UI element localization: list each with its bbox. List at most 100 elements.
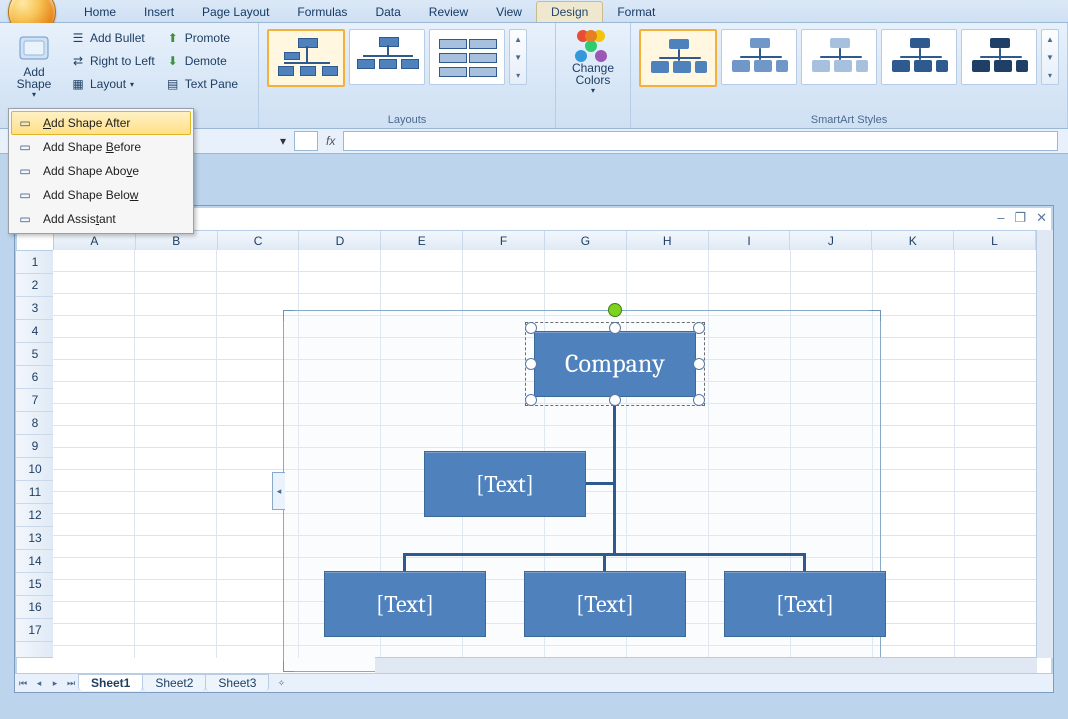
add-shape-menu-item-1[interactable]: ▭Add Shape Before <box>11 135 191 159</box>
tab-formulas[interactable]: Formulas <box>283 2 361 22</box>
selection-handle[interactable] <box>693 394 705 406</box>
tab-insert[interactable]: Insert <box>130 2 188 22</box>
style-option-2[interactable] <box>721 29 797 85</box>
add-shape-menu-item-3[interactable]: ▭Add Shape Below <box>11 183 191 207</box>
name-box[interactable] <box>294 131 318 151</box>
row-header-4[interactable]: 4 <box>16 320 54 343</box>
demote-button[interactable]: ⬇ Demote <box>163 50 240 72</box>
sheet-nav-first[interactable]: ⏮ <box>15 678 31 689</box>
row-header-6[interactable]: 6 <box>16 366 54 389</box>
sheet-tab-sheet3[interactable]: Sheet3 <box>205 674 269 691</box>
tab-home[interactable]: Home <box>70 2 130 22</box>
row-header-16[interactable]: 16 <box>16 596 54 619</box>
column-header-A[interactable]: A <box>54 231 136 251</box>
row-header-8[interactable]: 8 <box>16 412 54 435</box>
tab-data[interactable]: Data <box>361 2 414 22</box>
column-header-C[interactable]: C <box>218 231 300 251</box>
sheet-tab-sheet2[interactable]: Sheet2 <box>142 674 206 691</box>
sheet-nav-last[interactable]: ⏭ <box>63 678 79 689</box>
window-restore-button[interactable]: ❐ <box>1014 210 1026 226</box>
cell-grid[interactable]: ◂ Company[Text][Text][Text][Text] <box>53 250 1037 658</box>
horizontal-scrollbar[interactable] <box>375 657 1037 674</box>
column-header-J[interactable]: J <box>790 231 872 251</box>
selection-handle[interactable] <box>525 394 537 406</box>
row-header-9[interactable]: 9 <box>16 435 54 458</box>
row-header-1[interactable]: 1 <box>16 251 54 274</box>
tab-format[interactable]: Format <box>603 2 669 22</box>
selection-handle[interactable] <box>609 394 621 406</box>
row-header-14[interactable]: 14 <box>16 550 54 573</box>
vertical-scrollbar[interactable] <box>1036 230 1053 658</box>
styles-gallery[interactable]: ▲▼▾ <box>637 27 1061 89</box>
new-sheet-button[interactable]: ✧ <box>273 678 289 689</box>
style-option-1[interactable] <box>639 29 717 87</box>
column-header-K[interactable]: K <box>872 231 954 251</box>
add-bullet-button[interactable]: ☰ Add Bullet <box>68 27 157 49</box>
column-header-F[interactable]: F <box>463 231 545 251</box>
formula-input[interactable] <box>343 131 1058 151</box>
column-header-D[interactable]: D <box>299 231 381 251</box>
window-close-button[interactable]: ✕ <box>1036 210 1047 226</box>
style-option-5[interactable] <box>961 29 1037 85</box>
selection-handle[interactable] <box>693 358 705 370</box>
layout-option-3[interactable] <box>429 29 505 85</box>
add-shape-menu-item-0[interactable]: ▭Add Shape After <box>11 111 191 135</box>
sheet-nav-prev[interactable]: ◂ <box>31 678 47 689</box>
selection-handle[interactable] <box>609 322 621 334</box>
row-header-5[interactable]: 5 <box>16 343 54 366</box>
column-header-L[interactable]: L <box>954 231 1036 251</box>
org-node-root[interactable]: Company <box>534 331 696 397</box>
styles-gallery-scroll[interactable]: ▲▼▾ <box>1041 29 1059 85</box>
layouts-gallery[interactable]: ▲ ▼ ▾ <box>265 27 549 89</box>
layouts-gallery-scroll[interactable]: ▲ ▼ ▾ <box>509 29 527 85</box>
smartart-canvas[interactable]: ◂ Company[Text][Text][Text][Text] <box>283 310 881 672</box>
tab-review[interactable]: Review <box>415 2 482 22</box>
column-headers[interactable]: ABCDEFGHIJKL <box>53 230 1037 252</box>
add-shape-button[interactable]: Add Shape ▾ <box>6 27 62 102</box>
column-header-I[interactable]: I <box>709 231 791 251</box>
add-shape-menu-item-2[interactable]: ▭Add Shape Above <box>11 159 191 183</box>
selection-handle[interactable] <box>525 322 537 334</box>
org-node-c3[interactable]: [Text] <box>724 571 886 637</box>
row-header-3[interactable]: 3 <box>16 297 54 320</box>
tab-view[interactable]: View <box>482 2 536 22</box>
column-header-H[interactable]: H <box>627 231 709 251</box>
shape-icon: ▭ <box>15 140 35 154</box>
sheet-nav-next[interactable]: ▸ <box>47 678 63 689</box>
row-header-10[interactable]: 10 <box>16 458 54 481</box>
text-pane-button[interactable]: ▤ Text Pane <box>163 73 240 95</box>
name-box-dropdown[interactable]: ▾ <box>280 134 286 148</box>
row-header-15[interactable]: 15 <box>16 573 54 596</box>
row-header-17[interactable]: 17 <box>16 619 54 642</box>
selection-handle[interactable] <box>693 322 705 334</box>
row-header-7[interactable]: 7 <box>16 389 54 412</box>
ribbon-tabs: Home Insert Page Layout Formulas Data Re… <box>0 0 1068 23</box>
row-header-2[interactable]: 2 <box>16 274 54 297</box>
row-headers[interactable]: 1234567891011121314151617 <box>15 250 55 658</box>
org-node-c1[interactable]: [Text] <box>324 571 486 637</box>
right-to-left-button[interactable]: ⇄ Right to Left <box>68 50 157 72</box>
layout-option-2[interactable] <box>349 29 425 85</box>
rotation-handle[interactable] <box>608 303 622 317</box>
fx-label[interactable]: fx <box>326 134 335 148</box>
tab-design[interactable]: Design <box>536 1 603 22</box>
promote-button[interactable]: ⬆ Promote <box>163 27 240 49</box>
row-header-13[interactable]: 13 <box>16 527 54 550</box>
change-colors-button[interactable]: Change Colors ▾ <box>562 27 624 98</box>
column-header-B[interactable]: B <box>136 231 218 251</box>
window-minimize-button[interactable]: – <box>997 210 1004 226</box>
org-node-asst[interactable]: [Text] <box>424 451 586 517</box>
org-node-c2[interactable]: [Text] <box>524 571 686 637</box>
layout-button[interactable]: ▦ Layout ▾ <box>68 73 157 95</box>
sheet-tab-sheet1[interactable]: Sheet1 <box>78 674 143 691</box>
row-header-12[interactable]: 12 <box>16 504 54 527</box>
row-header-11[interactable]: 11 <box>16 481 54 504</box>
selection-handle[interactable] <box>525 358 537 370</box>
column-header-E[interactable]: E <box>381 231 463 251</box>
column-header-G[interactable]: G <box>545 231 627 251</box>
style-option-4[interactable] <box>881 29 957 85</box>
layout-option-1[interactable] <box>267 29 345 87</box>
style-option-3[interactable] <box>801 29 877 85</box>
add-shape-menu-item-4[interactable]: ▭Add Assistant <box>11 207 191 231</box>
tab-page-layout[interactable]: Page Layout <box>188 2 283 22</box>
